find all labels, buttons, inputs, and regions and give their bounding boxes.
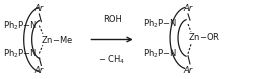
Text: Zn$-$Me: Zn$-$Me — [41, 34, 73, 45]
Text: Ar: Ar — [183, 4, 193, 13]
Text: Ar: Ar — [183, 66, 193, 75]
Text: ROH: ROH — [103, 15, 121, 24]
Text: Ar: Ar — [35, 4, 44, 13]
Text: Zn$-$OR: Zn$-$OR — [188, 31, 220, 42]
Text: Ph$_2$P$-$N: Ph$_2$P$-$N — [3, 19, 37, 32]
Text: Ph$_2$P$-$N: Ph$_2$P$-$N — [3, 47, 37, 60]
Text: Ar: Ar — [35, 66, 44, 75]
Text: Ph$_2$P$-$N: Ph$_2$P$-$N — [143, 48, 177, 60]
Text: $-$ CH$_4$: $-$ CH$_4$ — [98, 53, 126, 66]
Text: Ph$_2$P$-$N: Ph$_2$P$-$N — [143, 18, 177, 30]
